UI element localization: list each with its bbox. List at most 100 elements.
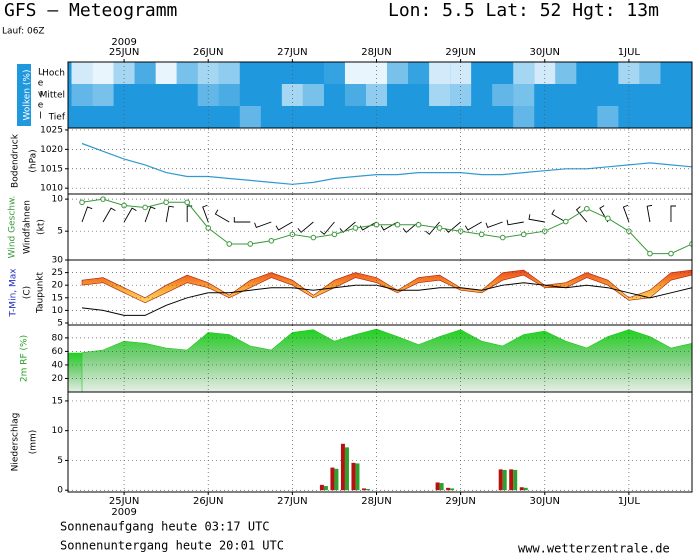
- wind-speed-point: [310, 234, 317, 241]
- x-tick-label: 25JUN: [109, 496, 139, 507]
- precip-bar: [523, 487, 528, 491]
- cloud-cell: [429, 84, 451, 106]
- panel: [319, 443, 528, 491]
- wind-barb: [485, 221, 503, 229]
- y-tick-label: 10: [52, 426, 64, 436]
- panel: [79, 196, 692, 257]
- precip-bar: [334, 468, 339, 491]
- cloud-cell: [134, 62, 156, 84]
- wind-speed-point: [562, 218, 569, 225]
- dewpoint-line: [81, 282, 692, 316]
- cloud-cell: [218, 84, 240, 106]
- y-axis-label: Niederschlag: [11, 413, 21, 472]
- cloud-cell: [639, 84, 660, 106]
- cloud-cell: [429, 62, 451, 84]
- cloud-cell: [324, 84, 345, 106]
- cloud-cell: [197, 62, 219, 84]
- wind-barb: [402, 221, 419, 233]
- y-axis-unit: (C): [23, 286, 33, 299]
- y-axis-label: Wolken (%): [23, 70, 33, 121]
- cloud-cell: [93, 106, 114, 128]
- cloud-cell: [72, 106, 93, 128]
- wind-barb: [646, 204, 653, 223]
- wind-speed-point: [689, 241, 692, 247]
- y-tick-label: 1025: [40, 125, 63, 135]
- cloud-cell: [597, 62, 618, 84]
- y-axis-unit: (kt): [37, 219, 47, 235]
- y-tick-label: 30: [52, 256, 64, 266]
- cloud-cell: [344, 84, 366, 106]
- legend-wind-speed: Wind Geschw.: [8, 196, 18, 259]
- cloud-cell: [534, 106, 555, 128]
- cloud-cell: [618, 62, 640, 84]
- cloud-cell: [302, 84, 324, 106]
- y-tick-label: 0: [57, 486, 63, 496]
- x-tick-label: 26JUN: [193, 47, 223, 58]
- cloud-cell: [429, 106, 450, 128]
- cloud-cell: [660, 106, 681, 128]
- y-tick-label: 5: [57, 318, 63, 328]
- y-axis-label: Bodendruck: [11, 133, 21, 188]
- y-tick-label: 15: [52, 396, 63, 406]
- precip-bar: [351, 462, 356, 491]
- cloud-cell: [71, 84, 93, 106]
- x-tick-label: 25JUN: [109, 47, 139, 58]
- cloud-cell: [555, 84, 576, 106]
- source: www.wetterzentrale.de: [518, 542, 670, 553]
- precip-bar: [344, 447, 349, 491]
- x-tick-label: 1JUL: [618, 47, 641, 58]
- cloud-cell: [303, 106, 324, 128]
- cloud-cell: [492, 106, 513, 128]
- cloud-cell: [177, 84, 198, 106]
- wind-barb: [506, 219, 524, 226]
- legend-dewpoint: Taupunkt: [36, 271, 46, 314]
- wind-speed-point: [142, 204, 148, 211]
- precip-bar: [340, 443, 345, 491]
- wind-speed-point: [668, 250, 674, 257]
- precip-bar: [519, 487, 524, 491]
- cloud-cell: [408, 62, 430, 84]
- precip-bar: [355, 463, 360, 491]
- y-tick-label: 60: [52, 347, 64, 357]
- wind-speed-point: [247, 241, 254, 247]
- year-label: 2009: [111, 507, 136, 518]
- wind-speed-point: [268, 237, 275, 244]
- cloud-cell: [597, 106, 619, 128]
- cloud-cell: [344, 62, 366, 84]
- cloud-cell: [660, 62, 681, 84]
- wind-speed-point: [520, 231, 527, 238]
- x-tick-label: 27JUN: [277, 47, 307, 58]
- cloud-cell: [261, 84, 282, 106]
- x-tick-label: 29JUN: [445, 496, 475, 507]
- cloud-cell: [324, 106, 345, 128]
- level-label: Hoch: [42, 69, 65, 79]
- cloud-cell: [576, 106, 597, 128]
- cloud-cell: [660, 84, 681, 106]
- x-tick-label: 30JUN: [530, 47, 560, 58]
- wind-barb: [575, 206, 588, 223]
- cloud-cell: [156, 106, 177, 128]
- wind-barb: [275, 221, 293, 231]
- y-tick-label: 40: [52, 360, 64, 370]
- wind-barb: [444, 221, 461, 233]
- legend-wind-barbs: Windfahnen: [23, 200, 33, 254]
- precip-bar: [450, 488, 455, 491]
- wind-barb: [186, 205, 193, 222]
- y-tick-label: 20: [52, 281, 64, 291]
- x-tick-label: 29JUN: [445, 47, 475, 58]
- wind-speed-point: [415, 221, 422, 228]
- cloud-cell: [639, 62, 661, 84]
- wind-barb: [214, 209, 230, 223]
- cloud-cell: [92, 62, 114, 84]
- y-tick-label: 5: [57, 456, 63, 466]
- area-lead: [68, 352, 83, 392]
- cloud-cell: [113, 62, 135, 84]
- precip-bar: [361, 488, 366, 491]
- wind-barb: [102, 207, 116, 223]
- y-axis-label: 2m RF (%): [20, 335, 30, 382]
- panel: [81, 269, 692, 316]
- cloud-cell: [303, 62, 324, 84]
- wind-speed-point: [584, 205, 590, 212]
- panel: [68, 328, 692, 392]
- y-tick-label: 5: [57, 227, 63, 237]
